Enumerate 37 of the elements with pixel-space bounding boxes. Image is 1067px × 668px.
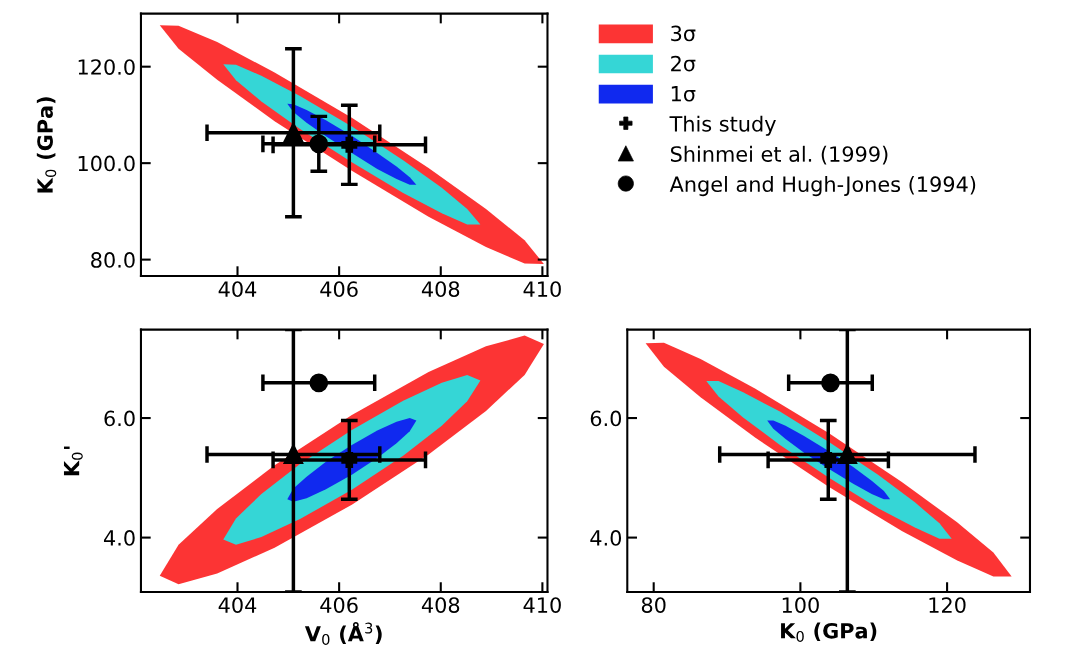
x-tick-label: 410 (523, 281, 561, 298)
y-tick-label: 120.0 (78, 59, 135, 75)
y-tick-label: 4.0 (103, 530, 135, 546)
x-axis-title: K$_{0}$ (GPa) (781, 622, 877, 642)
y-tick-label: 4.0 (590, 530, 622, 546)
y-tick-label: 100.0 (78, 155, 135, 172)
point (309, 134, 329, 154)
y-tick-label: 80.0 (91, 252, 135, 268)
legend-label: This study (669, 115, 776, 136)
point (820, 451, 837, 468)
point (837, 445, 857, 464)
x-tick-label: 404 (218, 281, 257, 298)
y-tick-label: 6.0 (590, 410, 622, 427)
y-tick-label: 6.0 (104, 410, 135, 427)
legend-label: 1σ (671, 86, 696, 102)
legend-label: 3σ (671, 25, 696, 42)
x-tick-label: 406 (320, 281, 358, 298)
point (341, 136, 358, 153)
y-axis-title: K$_{0}$ (GPa) (36, 97, 57, 193)
point (284, 123, 303, 143)
point (309, 373, 329, 393)
legend-label: Angel and Hugh-Jones (1994) (669, 175, 976, 197)
x-tick-label: 120 (929, 597, 966, 613)
x-axis-title: V$_{0}$ (Å$^{3}$) (304, 621, 382, 645)
x-tick-label: 100 (782, 597, 819, 613)
x-tick-label: 406 (320, 597, 358, 613)
x-tick-label: 410 (523, 597, 561, 613)
x-tick-label: 80 (641, 597, 666, 613)
x-tick-label: 408 (421, 597, 460, 613)
point (341, 451, 358, 468)
point (821, 373, 840, 393)
point (284, 445, 303, 464)
x-tick-label: 408 (421, 281, 460, 298)
x-tick-label: 404 (218, 597, 257, 613)
legend-label: Shinmei et al. (1999) (670, 145, 888, 165)
legend-label: 2σ (671, 55, 696, 72)
y-axis-title: K$_{0}$' (63, 446, 83, 476)
